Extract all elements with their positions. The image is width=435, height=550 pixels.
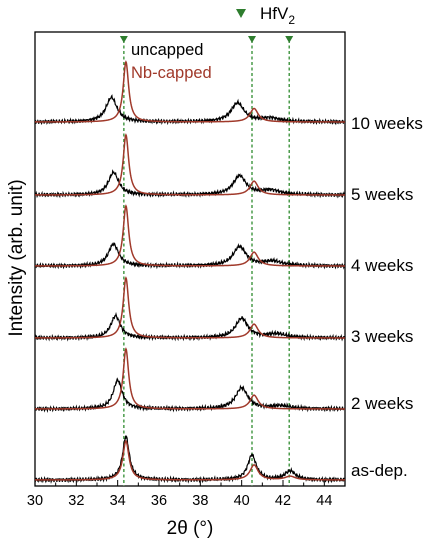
x-tick-label: 30 bbox=[27, 493, 43, 509]
series-capped-1 bbox=[35, 133, 346, 196]
series-uncapped-0 bbox=[34, 94, 346, 126]
sample-label-1: 5 weeks bbox=[351, 185, 413, 204]
series-capped-3 bbox=[35, 276, 346, 339]
x-tick-label: 44 bbox=[316, 493, 332, 509]
series-uncapped-1 bbox=[34, 169, 346, 199]
reference-label-subscript: 2 bbox=[288, 13, 295, 27]
sample-label-4: 2 weeks bbox=[351, 394, 413, 413]
x-tick-label: 36 bbox=[151, 493, 167, 509]
sample-label-0: 10 weeks bbox=[351, 114, 423, 133]
x-tick-label: 38 bbox=[192, 493, 208, 509]
reference-marker-0 bbox=[119, 36, 128, 43]
plot-frame bbox=[34, 31, 346, 487]
reference-label: HfV2 bbox=[260, 4, 295, 27]
legend-entry-0: uncapped bbox=[131, 41, 204, 59]
series-capped-2 bbox=[35, 204, 346, 267]
x-tick-label: 32 bbox=[68, 493, 84, 509]
plot-layer: 30 32 34 36 38 40 42 44 10 weeks 5 weeks 4 weeks 3 … bbox=[27, 9, 423, 509]
x-tick-label: 34 bbox=[110, 493, 126, 509]
reference-label-main: HfV bbox=[260, 4, 289, 23]
legend-entry-1: Nb-capped bbox=[131, 64, 212, 82]
reference-marker-2 bbox=[285, 36, 294, 43]
y-axis-title: Intensity (arb. unit) bbox=[6, 179, 27, 336]
series-uncapped-2 bbox=[34, 242, 346, 270]
x-tick-label: 42 bbox=[275, 493, 291, 509]
series-capped-0 bbox=[35, 60, 345, 123]
reference-legend-marker bbox=[236, 9, 246, 18]
sample-label-2: 4 weeks bbox=[351, 256, 413, 275]
series-capped-5 bbox=[34, 439, 345, 481]
reference-marker-1 bbox=[248, 36, 256, 43]
series-capped-4 bbox=[35, 347, 346, 410]
series-uncapped-3 bbox=[34, 311, 346, 342]
series-uncapped-5 bbox=[34, 434, 346, 485]
series-uncapped-4 bbox=[34, 377, 346, 413]
sample-label-5: as-dep. bbox=[351, 461, 408, 480]
x-axis-title: 2θ (°) bbox=[167, 518, 214, 539]
sample-label-3: 3 weeks bbox=[351, 327, 413, 346]
x-tick-label: 40 bbox=[234, 493, 250, 509]
